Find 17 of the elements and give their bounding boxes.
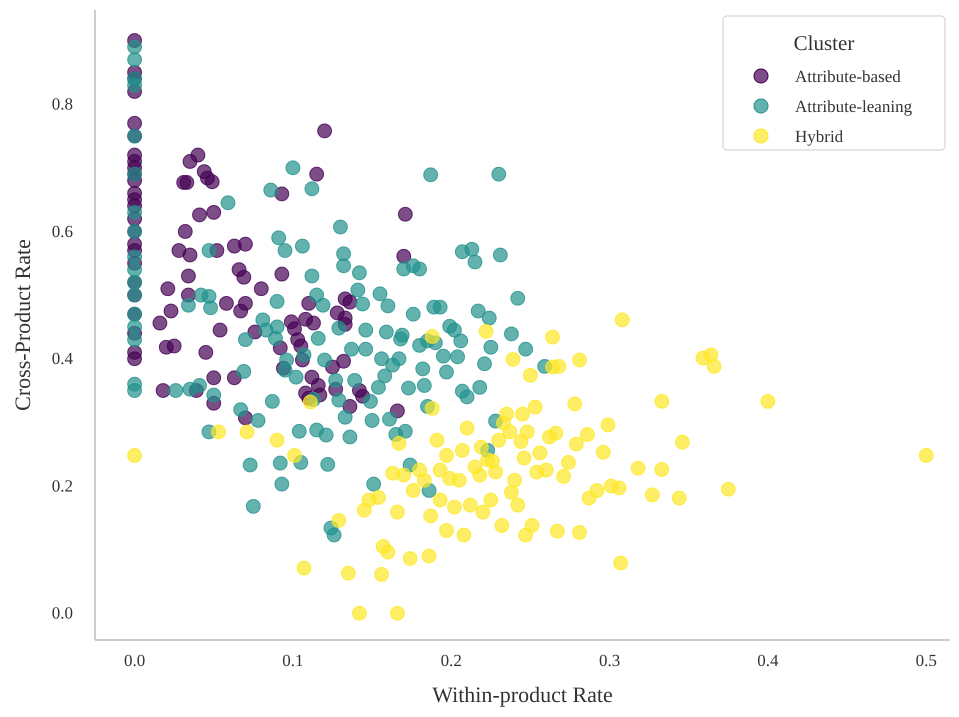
x-tick-label: 0.0 [124, 651, 146, 670]
x-tick-label: 0.1 [282, 651, 304, 670]
x-tick-label: 0.2 [440, 651, 462, 670]
legend-label: Attribute-based [795, 67, 902, 86]
y-tick-label: 0.0 [52, 604, 73, 623]
y-tick-label: 0.8 [52, 94, 73, 114]
legend-title: Cluster [794, 31, 854, 55]
x-axis-title: Within-product Rate [432, 682, 613, 707]
legend-label: Hybrid [795, 127, 844, 146]
x-tick-label: 0.4 [757, 651, 780, 670]
x-tick-label: 0.5 [916, 651, 937, 670]
y-tick-label: 0.6 [52, 222, 73, 241]
y-axis-title: Cross-Product Rate [10, 239, 35, 411]
x-tick-label: 0.3 [598, 651, 620, 670]
legend-label: Attribute-leaning [795, 97, 913, 116]
y-tick-label: 0.2 [52, 476, 73, 496]
y-tick-label: 0.4 [52, 349, 74, 368]
